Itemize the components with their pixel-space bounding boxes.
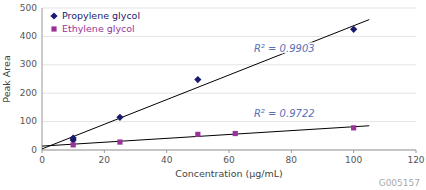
title: G005157 (379, 178, 420, 188)
scatter-point (351, 125, 356, 130)
scatter-point (70, 134, 77, 141)
y-tick-label: 100 (20, 116, 37, 126)
scatter-point (233, 131, 238, 136)
grid-line (42, 64, 416, 65)
x-tick-label: 120 (407, 155, 424, 165)
legend-label: Propylene glycol (62, 10, 140, 21)
x-tick-label: 20 (99, 155, 111, 165)
annotation: R² = 0.9722 (254, 108, 315, 119)
grid-line (42, 93, 416, 94)
legend: Propylene glycol Ethylene glycol (50, 10, 140, 34)
y-tick-label: 200 (20, 88, 37, 98)
plot-area (42, 20, 369, 149)
scatter-point (194, 76, 201, 83)
scatter-point (116, 114, 123, 121)
y-tick-label: 500 (20, 3, 37, 13)
fit-line (42, 126, 369, 146)
y-axis (42, 8, 43, 150)
y-tick-label: 400 (20, 31, 37, 41)
grid-line (42, 8, 416, 9)
x-tick-label: 40 (161, 155, 173, 165)
fit-line (42, 20, 369, 149)
y-tick-label: 300 (20, 59, 37, 69)
y-tick-label: 0 (31, 145, 37, 155)
legend-marker (50, 12, 57, 19)
scatter-point (117, 139, 122, 144)
scatter-point (71, 142, 76, 147)
x-tick-label: 80 (286, 155, 298, 165)
x-tick-label: 0 (39, 155, 45, 165)
x-tick-label: 60 (223, 155, 235, 165)
legend-marker (51, 26, 56, 31)
scatter-point (350, 26, 357, 33)
grid-line (42, 150, 416, 151)
annotation: R² = 0.9903 (254, 43, 315, 54)
scatter-point (195, 132, 200, 137)
legend-label: Ethylene glycol (62, 23, 135, 34)
x-axis-label: Concentration (µg/mL) (175, 168, 282, 179)
chart: 0 100 200 300 400 500 0 20 40 60 80 100 120 Concentra… (0, 0, 426, 190)
y-axis-label: Peak Area (1, 55, 12, 102)
grid-line (42, 121, 416, 122)
grid-line (42, 36, 416, 37)
x-tick-label: 100 (345, 155, 362, 165)
x-axis (42, 150, 416, 151)
